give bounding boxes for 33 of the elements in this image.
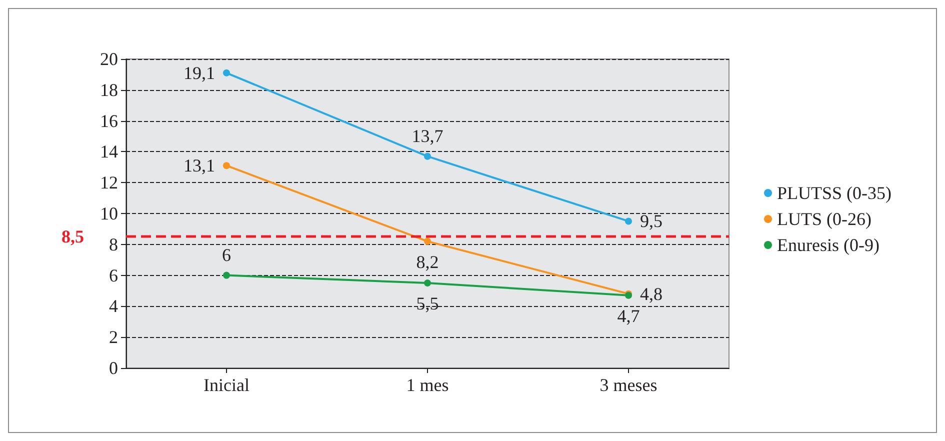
data-label: 13,7 [412,126,444,146]
point [424,238,431,245]
point [424,152,431,160]
y-tick-label: 4 [109,296,118,316]
point [424,280,431,287]
point [223,69,230,76]
data-label: 13,1 [184,156,215,176]
x-tick-label: 1 mes [406,375,449,395]
data-label: 9,5 [640,211,662,232]
y-tick-label: 20 [100,49,118,69]
legend-label: Enuresis (0-9) [777,235,880,255]
point [625,218,632,225]
data-label: 19,1 [184,62,215,83]
data-label: 4,7 [617,306,640,326]
point [223,272,230,279]
data-label: 6 [222,244,231,265]
y-tick-label: 14 [100,142,118,162]
ref-line-label: 8,5 [62,226,84,247]
x-tick-label: 3 meses [600,375,658,395]
y-tick-label: 8 [109,234,118,254]
data-label: 4,8 [640,284,662,304]
y-tick-label: 18 [100,80,118,100]
x-tick-label: Inicial [204,375,250,395]
y-tick-label: 12 [100,172,118,193]
y-tick-label: 2 [109,327,118,348]
y-tick-label: 10 [100,204,118,224]
legend-label: LUTS (0-26) [777,209,872,229]
legend-label: PLUTSS (0-35) [777,183,892,203]
y-tick-label: 16 [100,110,118,131]
y-tick-label: 6 [109,265,118,286]
point [223,162,230,170]
y-tick-label: 0 [109,358,118,378]
data-label: 8,2 [416,252,439,272]
